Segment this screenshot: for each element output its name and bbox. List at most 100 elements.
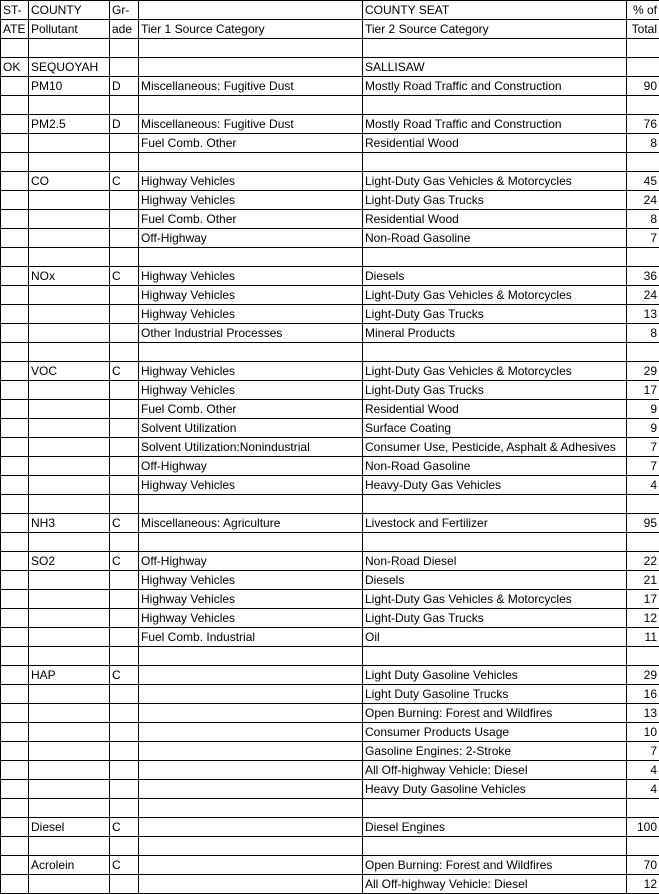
cell-tier1: Fuel Comb. Other <box>139 400 363 419</box>
cell-state <box>1 77 29 96</box>
cell-pct <box>627 799 659 818</box>
cell-pct: 4 <box>627 761 659 780</box>
table-row: HAPCLight Duty Gasoline Vehicles29 <box>1 666 659 685</box>
cell-pct: 100 <box>627 818 659 837</box>
cell-grade <box>110 305 139 324</box>
cell-tier1 <box>139 723 363 742</box>
cell-county: VOC <box>29 362 110 381</box>
cell-tier1 <box>139 856 363 875</box>
cell-pct: 7 <box>627 457 659 476</box>
cell-pct: 8 <box>627 324 659 343</box>
table-row: Other Industrial ProcessesMineral Produc… <box>1 324 659 343</box>
cell-tier1 <box>139 153 363 172</box>
cell-tier1 <box>139 495 363 514</box>
cell-tier2: Light Duty Gasoline Trucks <box>363 685 627 704</box>
cell-state <box>1 172 29 191</box>
cell-grade <box>110 647 139 666</box>
cell-tier2: Consumer Products Usage <box>363 723 627 742</box>
cell-tier1: Fuel Comb. Other <box>139 134 363 153</box>
cell-grade <box>110 685 139 704</box>
cell-grade <box>110 229 139 248</box>
cell-tier1: Highway Vehicles <box>139 476 363 495</box>
cell-county <box>29 210 110 229</box>
cell-tier2: Open Burning: Forest and Wildfires <box>363 856 627 875</box>
cell-tier2: Diesels <box>363 571 627 590</box>
cell-county: Diesel <box>29 818 110 837</box>
cell-grade <box>110 837 139 856</box>
cell-tier1: Highway Vehicles <box>139 571 363 590</box>
cell-grade <box>110 134 139 153</box>
cell-grade <box>110 875 139 894</box>
cell-pct: 12 <box>627 875 659 894</box>
table-row: Fuel Comb. IndustrialOil11 <box>1 628 659 647</box>
cell-grade <box>110 590 139 609</box>
header-tier2: COUNTY SEAT <box>363 1 627 20</box>
cell-tier1: Fuel Comb. Industrial <box>139 628 363 647</box>
cell-county: HAP <box>29 666 110 685</box>
cell-tier1: Highway Vehicles <box>139 590 363 609</box>
cell-tier1: Solvent Utilization:Nonindustrial <box>139 438 363 457</box>
table-row: AcroleinCOpen Burning: Forest and Wildfi… <box>1 856 659 875</box>
cell-grade <box>110 761 139 780</box>
cell-pct: 36 <box>627 267 659 286</box>
table-row: Gasoline Engines: 2-Stroke7 <box>1 742 659 761</box>
cell-tier2: Light Duty Gasoline Vehicles <box>363 666 627 685</box>
cell-tier2: Mostly Road Traffic and Construction <box>363 115 627 134</box>
header-tier1-2: Tier 1 Source Category <box>139 20 363 39</box>
cell-grade <box>110 286 139 305</box>
table-row: Off-HighwayNon-Road Gasoline7 <box>1 457 659 476</box>
cell-county <box>29 39 110 58</box>
cell-tier2: Surface Coating <box>363 419 627 438</box>
cell-state <box>1 609 29 628</box>
cell-pct: 4 <box>627 476 659 495</box>
cell-tier1: Solvent Utilization <box>139 419 363 438</box>
cell-tier1 <box>139 647 363 666</box>
cell-state <box>1 723 29 742</box>
cell-county <box>29 590 110 609</box>
cell-pct: 13 <box>627 305 659 324</box>
cell-pct: 16 <box>627 685 659 704</box>
cell-tier1: Highway Vehicles <box>139 609 363 628</box>
cell-county <box>29 723 110 742</box>
cell-county <box>29 685 110 704</box>
cell-state <box>1 286 29 305</box>
cell-tier2 <box>363 533 627 552</box>
cell-state <box>1 229 29 248</box>
cell-tier2: Residential Wood <box>363 400 627 419</box>
cell-tier1 <box>139 666 363 685</box>
cell-grade <box>110 533 139 552</box>
cell-state <box>1 96 29 115</box>
cell-tier1: Highway Vehicles <box>139 381 363 400</box>
cell-tier1 <box>139 742 363 761</box>
cell-pct <box>627 837 659 856</box>
table-row: Open Burning: Forest and Wildfires13 <box>1 704 659 723</box>
cell-grade <box>110 96 139 115</box>
cell-state <box>1 818 29 837</box>
cell-pct: 17 <box>627 381 659 400</box>
cell-pct: 13 <box>627 704 659 723</box>
table-body: ST- COUNTY Gr- COUNTY SEAT % of ATE Poll… <box>1 1 659 894</box>
table-row: SO2COff-HighwayNon-Road Diesel22 <box>1 552 659 571</box>
cell-county <box>29 761 110 780</box>
cell-county <box>29 609 110 628</box>
cell-county <box>29 381 110 400</box>
cell-state <box>1 628 29 647</box>
table-row: Highway VehiclesLight-Duty Gas Trucks13 <box>1 305 659 324</box>
cell-grade <box>110 153 139 172</box>
cell-tier2: SALLISAW <box>363 58 627 77</box>
table-row <box>1 495 659 514</box>
cell-tier2 <box>363 647 627 666</box>
cell-tier2 <box>363 837 627 856</box>
cell-grade: C <box>110 514 139 533</box>
cell-tier1 <box>139 248 363 267</box>
header-county: COUNTY <box>29 1 110 20</box>
cell-county <box>29 324 110 343</box>
header-pct-2: Total <box>627 20 659 39</box>
cell-pct: 11 <box>627 628 659 647</box>
cell-county <box>29 438 110 457</box>
table-row <box>1 39 659 58</box>
cell-grade <box>110 58 139 77</box>
cell-grade <box>110 628 139 647</box>
header-row-1: ST- COUNTY Gr- COUNTY SEAT % of <box>1 1 659 20</box>
cell-tier2: Light-Duty Gas Trucks <box>363 191 627 210</box>
